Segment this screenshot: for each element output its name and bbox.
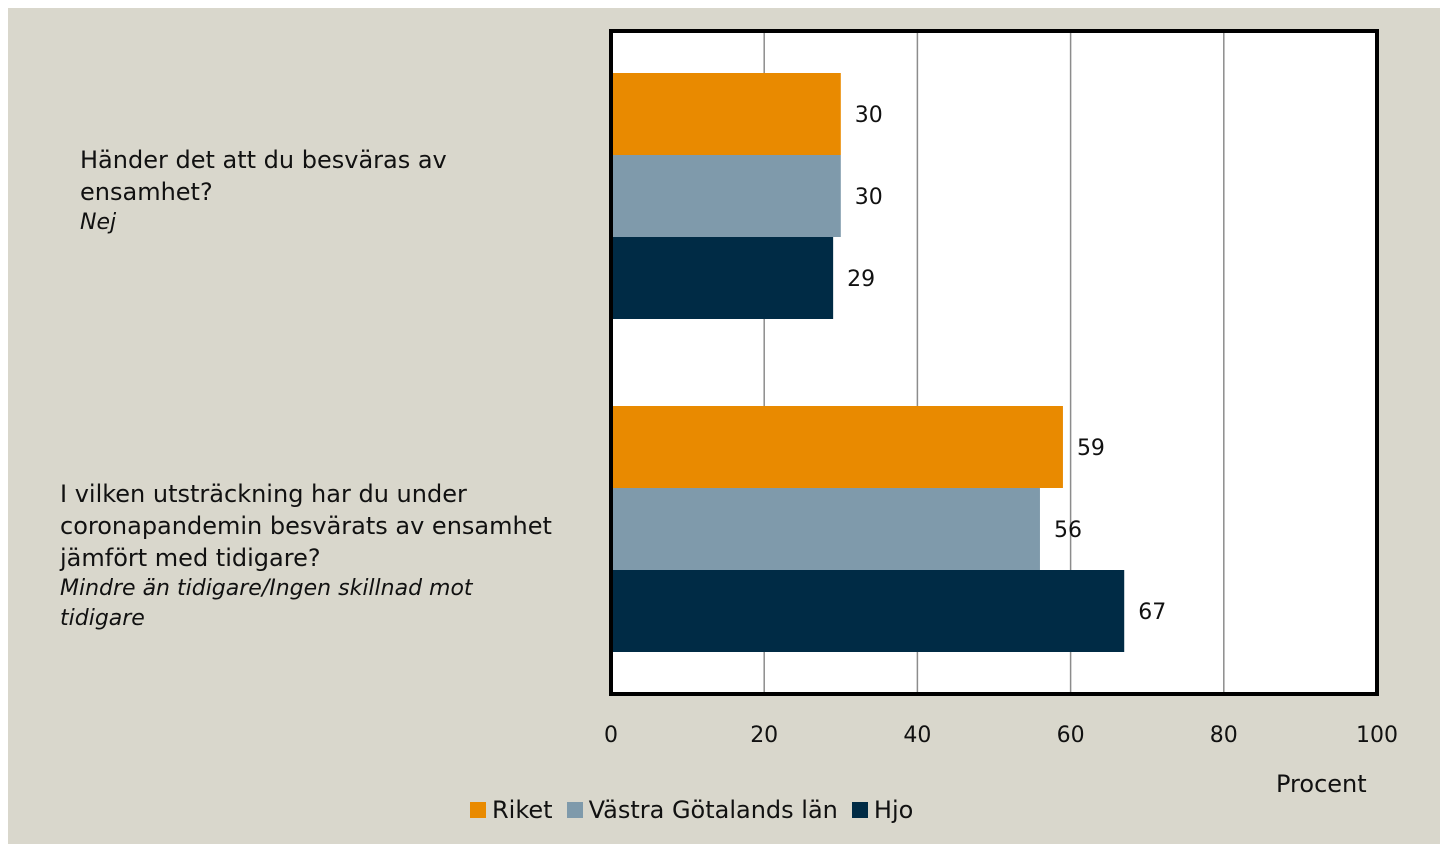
bar-2-1 — [611, 406, 1063, 488]
bar-2-3 — [611, 570, 1125, 652]
x-tick-label-40: 40 — [903, 723, 931, 748]
x-axis-label: Procent — [1276, 770, 1367, 798]
legend-swatch-1 — [470, 802, 486, 818]
data-label-1-1: 30 — [855, 103, 883, 128]
legend-label-1: Riket — [492, 796, 553, 824]
category-question-2: I vilken utsträckning har du under coron… — [60, 480, 552, 572]
legend-label-3: Hjo — [873, 796, 914, 824]
x-tick-label-100: 100 — [1356, 723, 1398, 748]
bar-1-2 — [611, 155, 841, 237]
legend-item-3: Hjo — [851, 796, 914, 824]
data-label-2-2: 56 — [1054, 518, 1082, 543]
x-tick-label-20: 20 — [750, 723, 778, 748]
plot-border — [609, 29, 1379, 696]
bar-1-1 — [611, 73, 841, 155]
bar-2-2 — [611, 488, 1040, 570]
category-label-1: Händer det att du besväras av ensamhet? … — [80, 144, 540, 238]
legend-item-1: Riket — [470, 796, 553, 824]
x-tick-label-0: 0 — [604, 723, 618, 748]
data-label-2-3: 67 — [1138, 600, 1166, 625]
x-tick-label-80: 80 — [1210, 723, 1238, 748]
legend-item-2: Västra Götalands län — [566, 796, 838, 824]
legend-label-2: Västra Götalands län — [588, 796, 838, 824]
category-answer-1: Nej — [80, 210, 117, 235]
category-question-1: Händer det att du besväras av ensamhet? — [80, 146, 447, 206]
category-label-2: I vilken utsträckning har du under coron… — [60, 478, 560, 634]
x-tick-label-60: 60 — [1057, 723, 1085, 748]
legend-swatch-2 — [566, 802, 583, 818]
legend: Riket Västra Götalands län Hjo — [470, 790, 913, 830]
bar-1-3 — [611, 237, 834, 319]
data-label-2-1: 59 — [1077, 436, 1105, 461]
data-label-1-3: 29 — [847, 267, 875, 292]
data-label-1-2: 30 — [855, 185, 883, 210]
category-answer-2: Mindre än tidigare/Ingen skillnad mot ti… — [60, 576, 473, 631]
legend-swatch-3 — [851, 802, 868, 818]
